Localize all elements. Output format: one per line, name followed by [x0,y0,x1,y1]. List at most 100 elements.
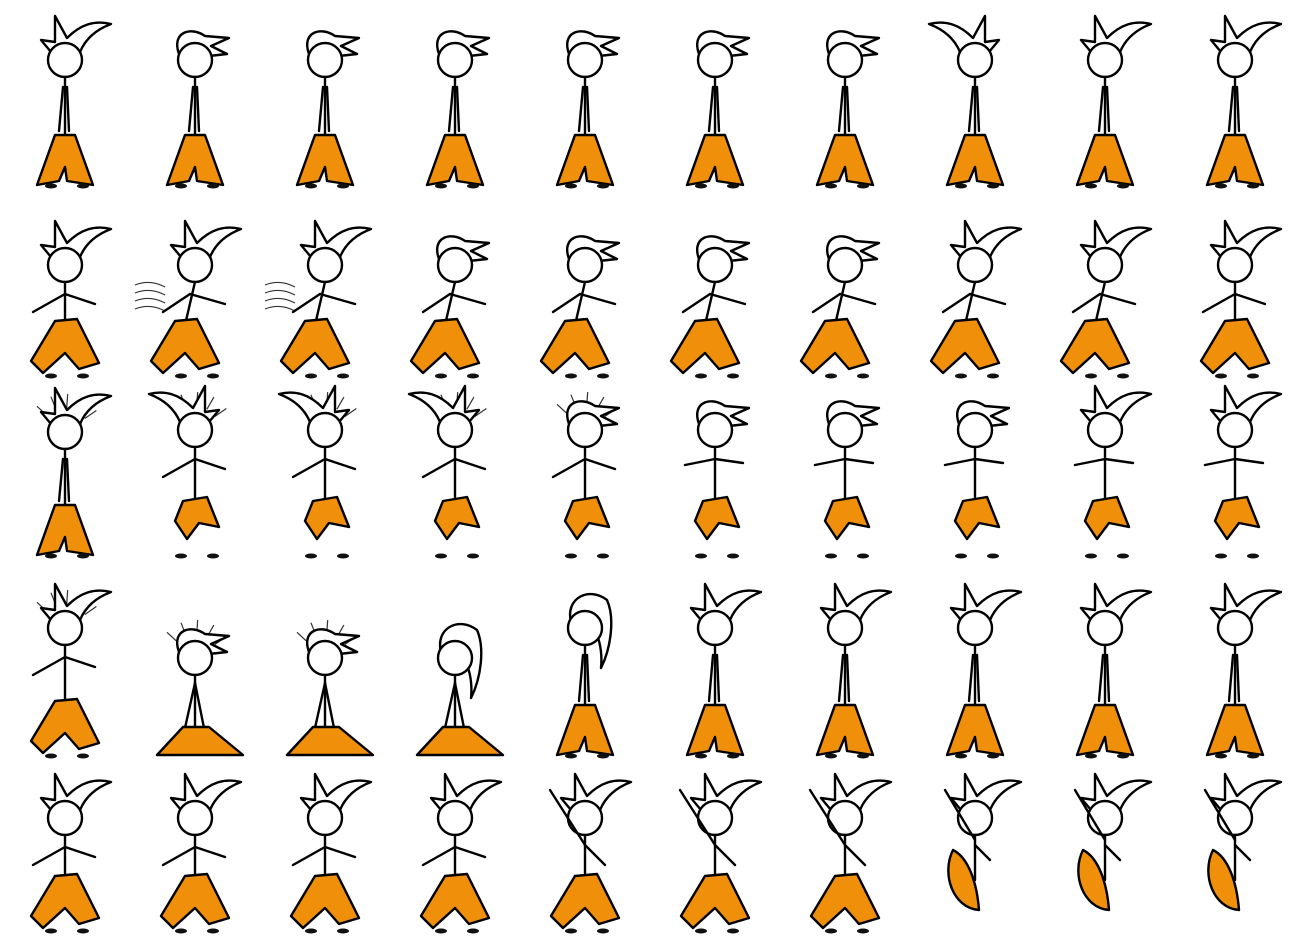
arm [195,85,201,133]
pants [29,317,101,375]
hair [39,219,113,259]
sprite-frame [1073,384,1153,559]
sprite-frame [1073,772,1153,912]
head [176,799,214,837]
hair [147,384,221,424]
arm [453,681,467,735]
head [1216,246,1254,284]
arm [838,292,877,306]
sprite-frame [1075,582,1153,759]
head [826,246,864,284]
sprite-frame [551,392,621,559]
hair [1079,14,1153,54]
shoe [337,553,349,559]
pants [1199,317,1271,375]
shoe [175,183,187,189]
arm [421,292,452,314]
hair [689,582,763,622]
hair [1209,219,1283,259]
arm [943,457,977,467]
shoe [305,183,317,189]
head [826,411,864,449]
head [46,609,84,647]
pants [149,317,221,375]
shoe [467,553,479,559]
head [566,246,604,284]
hair [429,772,503,812]
arm [1203,457,1237,467]
pants [1205,703,1265,757]
motion-line [556,403,568,415]
pants [173,495,221,541]
head [566,41,604,79]
head [306,246,344,284]
hair [39,772,113,812]
pants [433,495,481,541]
sprite-frame [134,219,243,379]
shoe [987,183,999,189]
pants [419,872,491,930]
hair [407,384,481,424]
pants [29,697,101,755]
speed-line [264,289,296,296]
arm [318,292,357,306]
head [696,246,734,284]
sprite-frame [425,30,491,189]
shoe [825,373,837,379]
hair [1079,219,1153,259]
motion-line [466,396,475,410]
shoe [727,553,739,559]
shoe [695,928,707,934]
arm [578,292,617,306]
head [436,41,474,79]
torso [963,280,977,327]
arm [941,292,972,314]
arm [1235,85,1241,133]
pants [929,317,1001,375]
pants [563,495,611,541]
torso [703,280,717,327]
hair [39,14,113,54]
arm [708,292,747,306]
arm [585,653,591,703]
arm [291,845,327,867]
head [956,411,994,449]
pants [947,848,981,912]
sprite-frame [683,400,751,559]
arm [31,845,67,867]
arm [1201,292,1237,314]
hair [949,582,1023,622]
pants [155,725,245,757]
speed-line [134,305,166,312]
sprite-frame [1203,384,1283,559]
motion-line [344,408,357,417]
head [436,246,474,284]
head [176,411,214,449]
head [696,411,734,449]
hair [689,772,763,812]
arm [837,653,845,703]
sprite-frame [815,582,893,759]
sprite-frame [407,384,487,559]
shoe [337,373,349,379]
arm [577,85,585,133]
pants [799,317,871,375]
arm [187,85,195,133]
shoe [565,753,577,759]
pants [35,503,95,557]
head [696,41,734,79]
arm [161,457,197,479]
pants [815,133,875,187]
sprite-frame [159,772,243,934]
arm [421,845,457,867]
arm [577,653,585,703]
shoe [77,753,89,759]
shoe [565,373,577,379]
shoe [435,553,447,559]
shoe [467,928,479,934]
head [436,799,474,837]
head [1216,41,1254,79]
pants [1207,848,1241,912]
shoe [175,373,187,379]
head [566,609,604,647]
